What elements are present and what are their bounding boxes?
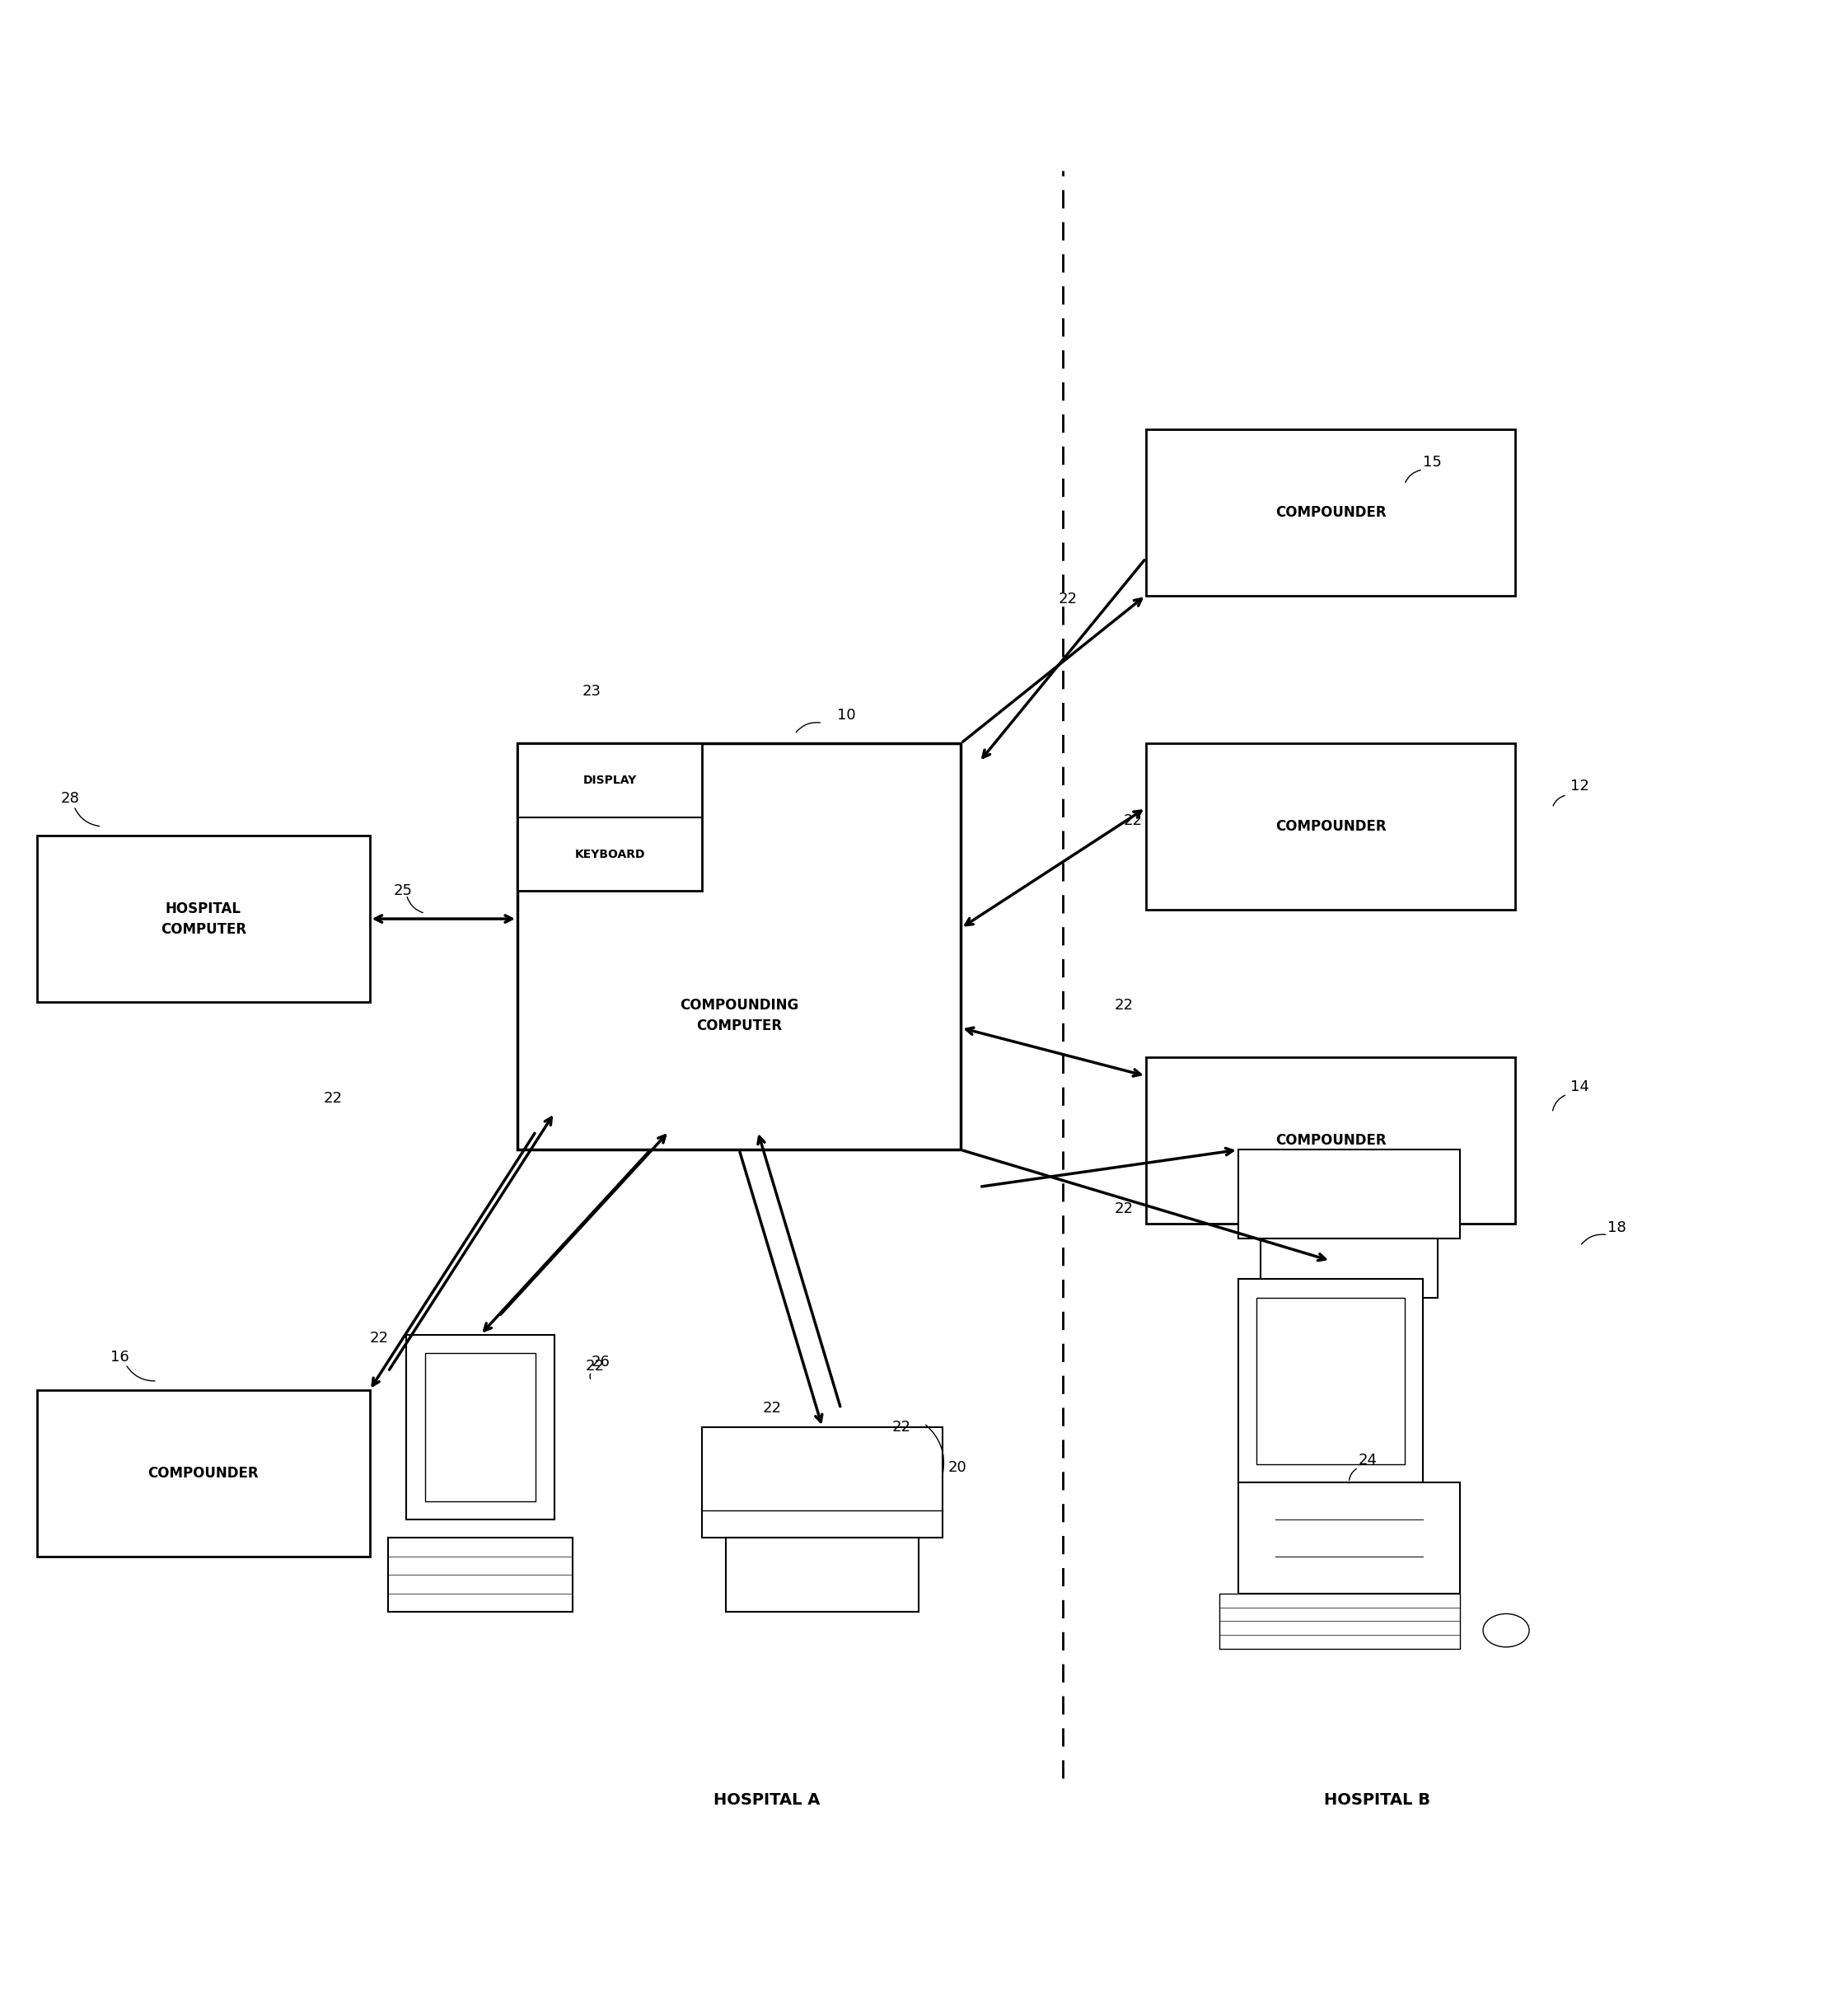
Text: DISPLAY: DISPLAY <box>582 774 638 786</box>
Ellipse shape <box>1484 1613 1530 1647</box>
Text: 22: 22 <box>370 1331 388 1347</box>
Text: COMPOUNDER: COMPOUNDER <box>1275 1132 1386 1148</box>
Bar <box>388 1537 573 1611</box>
Bar <box>1220 1593 1460 1649</box>
Bar <box>1146 429 1515 595</box>
Bar <box>517 743 961 1150</box>
Bar <box>1260 1238 1438 1299</box>
Text: 20: 20 <box>948 1461 967 1475</box>
Bar <box>726 1537 918 1611</box>
Text: 22: 22 <box>1114 1202 1133 1216</box>
Bar <box>1238 1150 1460 1238</box>
Text: COMPOUNDER: COMPOUNDER <box>1275 505 1386 519</box>
Text: 23: 23 <box>582 683 601 699</box>
Text: 22: 22 <box>1114 998 1133 1014</box>
Text: 24: 24 <box>1358 1453 1377 1467</box>
Bar <box>1257 1299 1404 1465</box>
Text: 10: 10 <box>837 707 856 723</box>
Text: 25: 25 <box>394 884 412 898</box>
Bar <box>37 836 370 1002</box>
Text: 15: 15 <box>1423 455 1441 469</box>
Bar <box>37 1391 370 1557</box>
Text: HOSPITAL B: HOSPITAL B <box>1323 1794 1430 1808</box>
Text: 22: 22 <box>323 1090 342 1106</box>
Bar <box>407 1335 554 1519</box>
Bar <box>425 1353 536 1501</box>
Text: 12: 12 <box>1571 778 1589 794</box>
Text: 14: 14 <box>1571 1080 1589 1094</box>
Bar <box>1146 743 1515 910</box>
Text: 22: 22 <box>893 1419 911 1435</box>
Text: 22: 22 <box>763 1401 782 1417</box>
Text: 22: 22 <box>586 1359 604 1373</box>
Text: HOSPITAL A: HOSPITAL A <box>713 1794 821 1808</box>
Text: KEYBOARD: KEYBOARD <box>575 848 645 860</box>
Bar <box>517 743 702 892</box>
Text: COMPOUNDER: COMPOUNDER <box>1275 820 1386 834</box>
Text: 18: 18 <box>1608 1220 1626 1234</box>
Text: 16: 16 <box>111 1349 129 1365</box>
Text: 22: 22 <box>1059 591 1077 607</box>
Bar <box>702 1427 942 1537</box>
Text: 26: 26 <box>591 1355 610 1371</box>
Bar <box>1146 1058 1515 1224</box>
Bar <box>1238 1279 1423 1483</box>
Text: HOSPITAL
COMPUTER: HOSPITAL COMPUTER <box>161 902 246 936</box>
Bar <box>1238 1483 1460 1593</box>
Text: 22: 22 <box>1124 814 1142 828</box>
Text: COMPOUNDER: COMPOUNDER <box>148 1465 259 1481</box>
Text: 28: 28 <box>61 792 79 806</box>
Text: COMPOUNDING
COMPUTER: COMPOUNDING COMPUTER <box>680 998 798 1034</box>
